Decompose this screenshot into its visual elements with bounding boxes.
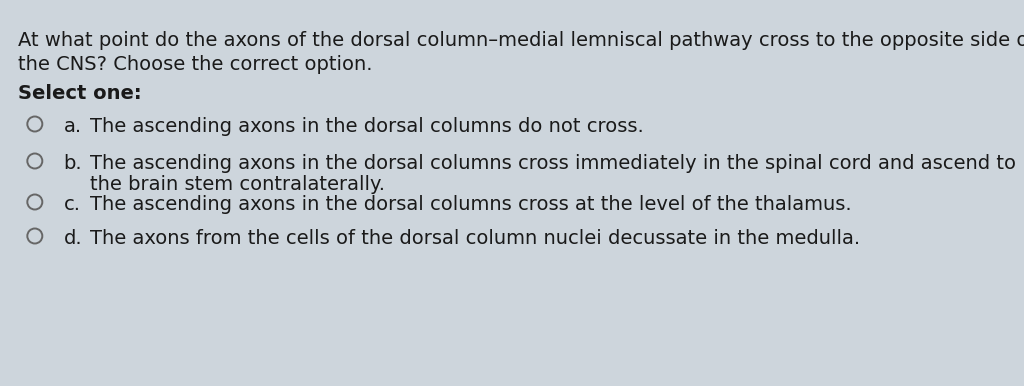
Text: At what point do the axons of the dorsal column–medial lemniscal pathway cross t: At what point do the axons of the dorsal… [18, 31, 1024, 50]
Text: b.: b. [63, 154, 82, 173]
Text: d.: d. [63, 229, 82, 248]
Text: the CNS? Choose the correct option.: the CNS? Choose the correct option. [18, 55, 373, 74]
Text: Select one:: Select one: [18, 84, 142, 103]
Text: The ascending axons in the dorsal columns do not cross.: The ascending axons in the dorsal column… [90, 117, 644, 136]
Text: The ascending axons in the dorsal columns cross at the level of the thalamus.: The ascending axons in the dorsal column… [90, 195, 852, 214]
Text: the brain stem contralaterally.: the brain stem contralaterally. [90, 175, 385, 194]
Text: The axons from the cells of the dorsal column nuclei decussate in the medulla.: The axons from the cells of the dorsal c… [90, 229, 860, 248]
Text: The ascending axons in the dorsal columns cross immediately in the spinal cord a: The ascending axons in the dorsal column… [90, 154, 1016, 173]
Text: c.: c. [63, 195, 81, 214]
Text: a.: a. [63, 117, 82, 136]
